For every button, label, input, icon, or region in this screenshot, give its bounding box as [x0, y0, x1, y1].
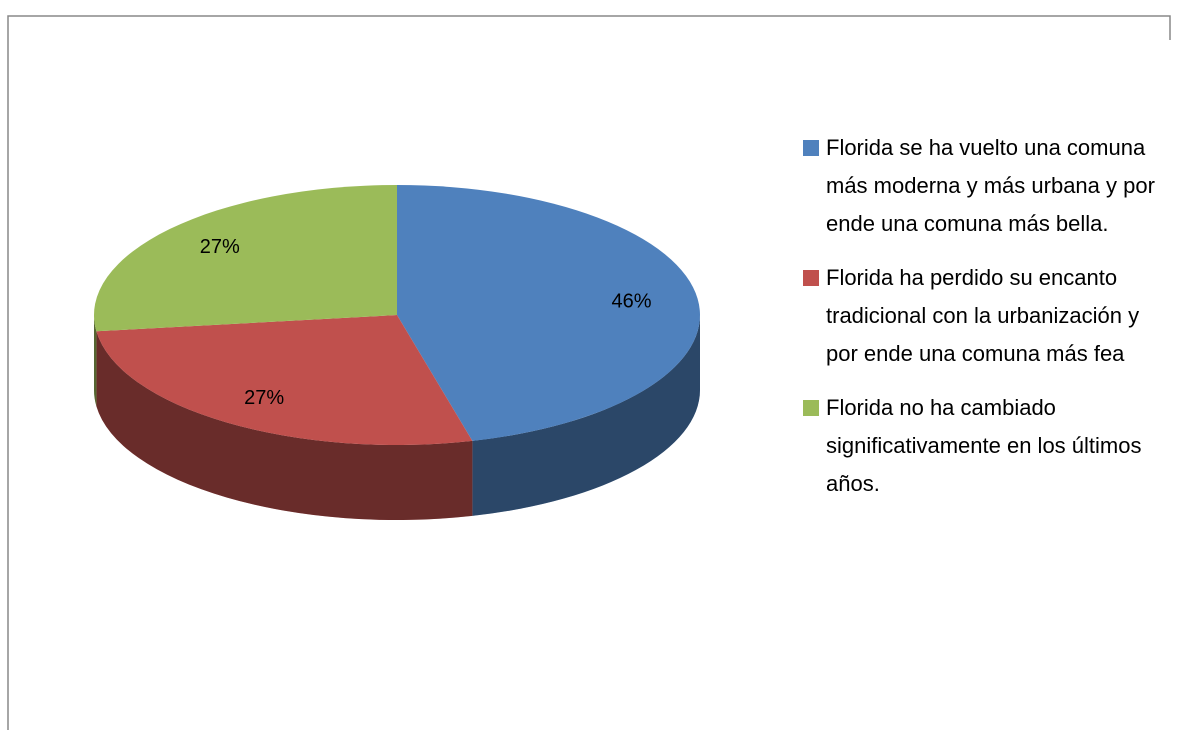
- legend-swatch: [803, 400, 819, 416]
- slice: [93, 185, 397, 332]
- slice-side: [472, 315, 700, 516]
- chart-border: [7, 15, 1171, 730]
- pie-sides: [94, 315, 700, 520]
- side-shade: [94, 315, 97, 407]
- legend-label: Florida ha perdido su encanto tradiciona…: [826, 265, 1140, 366]
- slice-side: [96, 331, 473, 520]
- legend-swatch: [803, 270, 819, 286]
- slice: [397, 185, 700, 441]
- data-label: 27%: [200, 236, 240, 258]
- legend-label: Florida se ha vuelto una comuna más mode…: [826, 135, 1155, 236]
- legend-label: Florida no ha cambiado significativament…: [826, 395, 1142, 496]
- slice: [96, 315, 473, 445]
- pie-tops: [93, 185, 700, 445]
- legend-item: Florida ha perdido su encanto tradiciona…: [803, 259, 1163, 373]
- data-label: 27%: [244, 387, 284, 409]
- legend-swatch: [803, 140, 819, 156]
- data-label: 46%: [611, 291, 651, 313]
- side-shade: [472, 315, 700, 516]
- legend-item: Florida se ha vuelto una comuna más mode…: [803, 129, 1163, 243]
- slice-side: [94, 315, 97, 407]
- legend-item: Florida no ha cambiado significativament…: [803, 389, 1163, 503]
- side-shade: [96, 331, 473, 520]
- legend: Florida se ha vuelto una comuna más mode…: [803, 129, 1163, 519]
